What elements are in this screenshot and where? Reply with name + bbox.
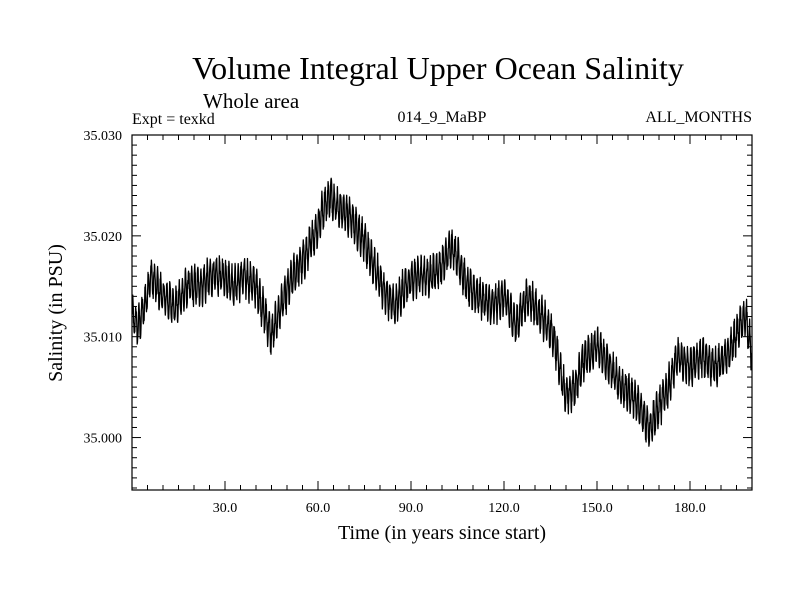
x-tick-label: 90.0 [399, 501, 424, 516]
y-tick-label: 35.000 [84, 432, 123, 447]
x-tick-label: 60.0 [306, 501, 331, 516]
y-tick-label: 35.030 [84, 129, 123, 144]
chart-subtitle: Whole area [203, 89, 300, 113]
tick-labels: 30.0 60.0 90.0 120.0 150.0 180.0 35.000 35.010 3… [84, 129, 706, 516]
series-line-salinity [132, 177, 752, 447]
y-tick-label: 35.020 [84, 230, 123, 245]
axis-ticks [132, 134, 752, 490]
chart-title: Volume Integral Upper Ocean Salinity [192, 50, 684, 86]
run-id-label: 014_9_MaBP [398, 109, 487, 126]
x-axis-label: Time (in years since start) [338, 522, 546, 544]
x-tick-label: 120.0 [488, 501, 520, 516]
y-axis-label: Salinity (in PSU) [45, 244, 67, 382]
plot-frame [131, 134, 753, 491]
x-tick-label: 180.0 [674, 501, 706, 516]
x-tick-label: 150.0 [581, 501, 613, 516]
months-label: ALL_MONTHS [645, 109, 752, 126]
experiment-label: Expt = texkd [132, 111, 215, 128]
y-tick-label: 35.010 [84, 331, 123, 346]
x-tick-label: 30.0 [213, 501, 238, 516]
